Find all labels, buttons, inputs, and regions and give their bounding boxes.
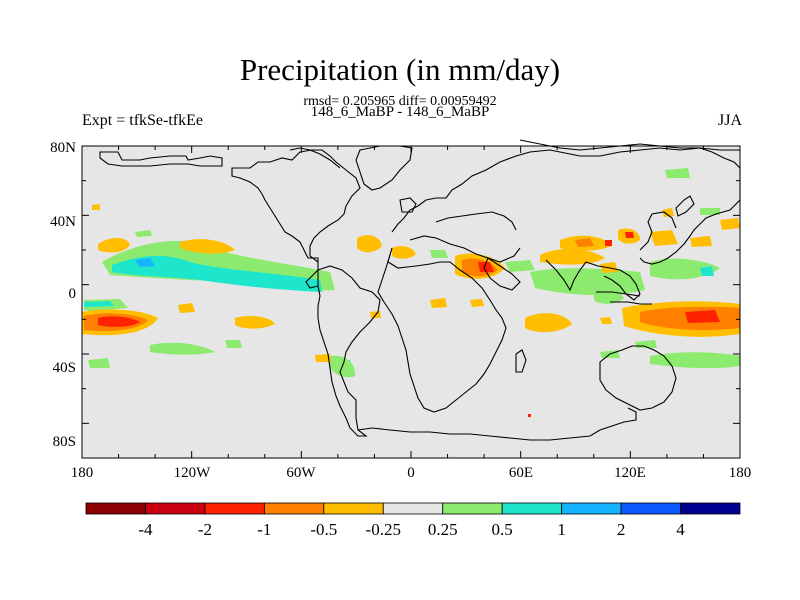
lat-tick: 0: [68, 286, 77, 302]
anomaly-green: [505, 260, 535, 272]
rmsd-diff-stats: rmsd= 0.205965 diff= 0.00959492: [303, 94, 497, 109]
lon-tick: 180: [70, 465, 94, 481]
anomaly-orange: [720, 218, 740, 230]
case-names: 148_6_MaBP - 148_6_MaBP: [310, 104, 490, 120]
anomaly-cyan: [84, 301, 114, 307]
anomaly-orange: [600, 317, 612, 324]
season-label: JJA: [717, 112, 742, 129]
map-panel: [82, 146, 740, 458]
experiment-label: Expt = tfkSe-tfkEe: [82, 112, 203, 129]
anomaly-orange: [470, 299, 484, 307]
lon-tick: 120W: [173, 465, 211, 481]
colorbar-label: -2: [197, 520, 212, 539]
colorbar-label: -0.25: [365, 520, 401, 539]
lon-tick: 60E: [508, 465, 534, 481]
lat-tick: 80S: [52, 434, 76, 450]
colorbar-label: -1: [257, 520, 272, 539]
lat-tick: 40N: [50, 214, 76, 230]
anomaly-red: [605, 240, 612, 246]
colorbar-label: 1: [557, 520, 566, 539]
colorbar-label: -0.5: [310, 520, 338, 539]
colorbar-label: 0.5: [491, 520, 513, 539]
lon-tick: 120E: [614, 465, 646, 481]
anomaly-red: [685, 310, 720, 323]
colorbar-label: -4: [138, 520, 153, 539]
lat-tick: 40S: [52, 360, 76, 376]
lat-tick: 80N: [50, 140, 76, 156]
colorbar-label: 2: [616, 520, 626, 539]
map-title: Precipitation (in mm/day): [239, 52, 561, 87]
anomaly-red: [625, 232, 634, 238]
anomaly-green: [225, 340, 242, 348]
lon-tick: 0: [407, 465, 415, 481]
colorbar-label: 4: [676, 520, 685, 539]
lon-tick: 60W: [286, 465, 316, 481]
anomaly-orange: [92, 204, 100, 210]
anomaly-red: [528, 414, 531, 417]
colorbar-label: 0.25: [427, 520, 458, 539]
anomaly-green: [430, 250, 448, 258]
lon-tick: 180: [728, 465, 752, 481]
